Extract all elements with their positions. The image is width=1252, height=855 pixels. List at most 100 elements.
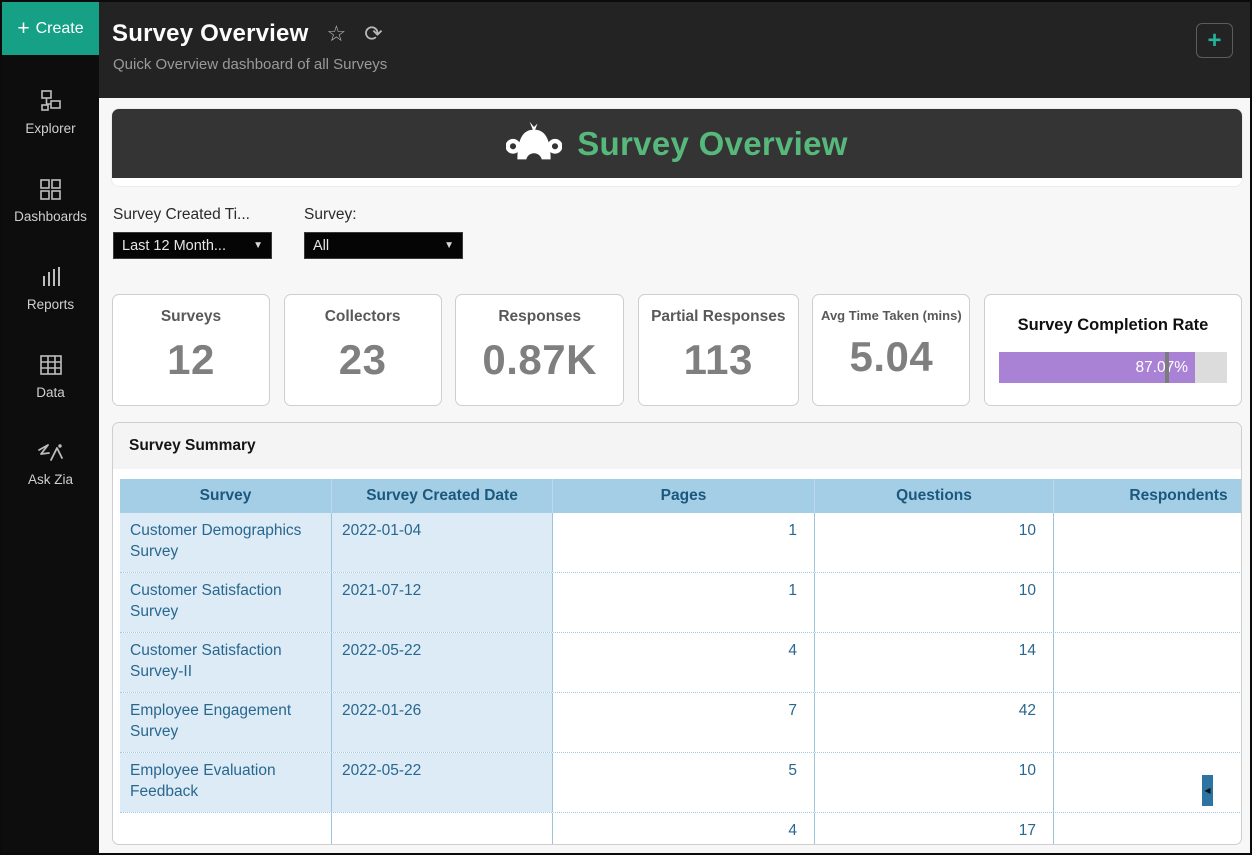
table-cell: 5: [553, 753, 815, 812]
table-cell: 1: [553, 573, 815, 632]
banner: Survey Overview: [112, 109, 1242, 178]
table-cell: [1054, 813, 1241, 844]
kpi-label: Collectors: [324, 308, 401, 325]
survey-name-cell[interactable]: Customer Satisfaction Survey-II: [120, 633, 332, 692]
survey-name-cell: [120, 813, 332, 844]
kpi-card-partial-responses: Partial Responses 113: [637, 294, 799, 406]
create-button-label: Create: [35, 19, 84, 37]
add-button[interactable]: +: [1196, 23, 1233, 58]
table-cell: 2022-01-26: [332, 693, 553, 752]
table-cell: [1054, 513, 1241, 572]
completion-rate-bar: 87.07%: [998, 352, 1227, 383]
kpi-label: Responses: [498, 308, 582, 325]
table-row: Employee Evaluation Feedback 2022-05-22 5 1…: [120, 753, 1241, 813]
table-cell: 14: [815, 633, 1054, 692]
filter-label: Survey Created Ti...: [113, 206, 250, 223]
kpi-value: 5.04: [849, 333, 934, 380]
table-row: Customer Satisfaction Survey 2021-07-12 1 1…: [120, 573, 1241, 633]
survey-summary-widget: Survey Summary Survey Survey Created Dat…: [112, 422, 1242, 845]
kpi-value: 12: [167, 336, 215, 383]
survey-name-cell[interactable]: Employee Engagement Survey: [120, 693, 332, 752]
survey-name-cell[interactable]: Employee Evaluation Feedback: [120, 753, 332, 812]
table-cell: 10: [815, 513, 1054, 572]
filter-survey: Survey: All ▼: [304, 206, 463, 259]
sidebar-item-label: Explorer: [25, 121, 76, 136]
table-row: Customer Demographics Survey 2022-01-04 1 1…: [120, 513, 1241, 573]
completion-rate-label: Survey Completion Rate: [1017, 316, 1209, 334]
table-row: Customer Satisfaction Survey-II 2022-05-2…: [120, 633, 1241, 693]
survey-name-cell[interactable]: Customer Demographics Survey: [120, 513, 332, 572]
completion-target-marker: [1165, 352, 1170, 383]
completion-rate-value: 87.07%: [1135, 358, 1189, 376]
column-header-pages[interactable]: Pages: [553, 479, 815, 513]
filter-label: Survey:: [304, 206, 357, 223]
banner-title: Survey Overview: [577, 124, 848, 162]
table-cell: 4: [553, 813, 815, 844]
sidebar: + Create Explorer Dashboards Reports: [2, 2, 99, 853]
kpi-value: 0.87K: [482, 336, 597, 383]
sidebar-item-label: Reports: [26, 297, 75, 312]
column-header-survey[interactable]: Survey: [120, 479, 332, 513]
column-header-questions[interactable]: Questions: [815, 479, 1054, 513]
survey-dropdown[interactable]: All ▼: [304, 232, 463, 259]
data-icon: [38, 352, 64, 378]
kpi-row: Surveys 12 Collectors 23 Responses 0.87K…: [112, 294, 1242, 406]
sidebar-item-ask-zia[interactable]: Ask Zia: [2, 427, 99, 501]
table-title-bar: Survey Summary: [113, 423, 1241, 469]
table-cell: 10: [815, 573, 1054, 632]
kpi-card-avg-time: Avg Time Taken (mins) 5.04: [812, 294, 971, 406]
kpi-label: Avg Time Taken (mins): [821, 308, 962, 323]
table-cell: 2022-05-22: [332, 753, 553, 812]
dropdown-value: All: [313, 237, 330, 254]
kpi-value: 113: [683, 336, 753, 383]
sidebar-item-dashboards[interactable]: Dashboards: [2, 163, 99, 237]
table-cell: 1: [553, 513, 815, 572]
dashboards-icon: [38, 176, 64, 202]
table-cell: 17: [815, 813, 1054, 844]
table-scroll-area: Survey Survey Created Date Pages Questio…: [120, 479, 1241, 844]
table-cell: 2022-01-04: [332, 513, 553, 572]
table-cell: 2022-05-22: [332, 633, 553, 692]
kpi-card-surveys: Surveys 12: [112, 294, 270, 406]
sidebar-item-explorer[interactable]: Explorer: [2, 75, 99, 149]
refresh-icon[interactable]: ⟳: [364, 21, 383, 46]
page-subtitle: Quick Overview dashboard of all Surveys: [113, 56, 388, 73]
kpi-label: Partial Responses: [651, 308, 786, 325]
column-header-respondents[interactable]: Respondents: [1054, 479, 1241, 513]
completion-bar-fill: 87.07%: [998, 352, 1196, 383]
survey-name-cell[interactable]: Customer Satisfaction Survey: [120, 573, 332, 632]
table-row: 4 17: [120, 813, 1241, 844]
table-cell: 10: [815, 753, 1054, 812]
table-cell: 2021-07-12: [332, 573, 553, 632]
plus-icon: +: [17, 17, 30, 40]
surveymonkey-logo: [505, 120, 563, 169]
table-cell: 7: [553, 693, 815, 752]
filter-created-time: Survey Created Ti... Last 12 Month... ▼: [113, 206, 272, 259]
sidebar-item-reports[interactable]: Reports: [2, 251, 99, 325]
table-body: Customer Demographics Survey 2022-01-04 1 1…: [120, 513, 1241, 844]
created-time-dropdown[interactable]: Last 12 Month... ▼: [113, 232, 272, 259]
dropdown-value: Last 12 Month...: [122, 237, 226, 254]
table-row: Employee Engagement Survey 2022-01-26 7 42: [120, 693, 1241, 753]
banner-widget: Survey Overview: [112, 109, 1242, 186]
top-header: Survey Overview ☆ ⟳ Quick Overview dashb…: [99, 2, 1250, 98]
dashboard-content: Survey Overview Survey Created Ti... Las…: [99, 98, 1250, 853]
table-cell: [1054, 693, 1241, 752]
page-title: Survey Overview: [112, 20, 309, 47]
column-header-created-date[interactable]: Survey Created Date: [332, 479, 553, 513]
chevron-down-icon: ▼: [444, 240, 454, 251]
star-icon[interactable]: ☆: [326, 21, 347, 46]
sidebar-item-label: Dashboards: [14, 209, 87, 224]
create-button[interactable]: + Create: [2, 2, 99, 55]
kpi-card-completion-rate: Survey Completion Rate 87.07%: [983, 294, 1242, 406]
table-cell: [332, 813, 553, 844]
filters-row: Survey Created Ti... Last 12 Month... ▼ …: [113, 206, 463, 259]
sidebar-item-data[interactable]: Data: [2, 339, 99, 413]
reports-icon: [38, 264, 64, 290]
table-scrollbar-thumb[interactable]: ◀: [1202, 775, 1213, 806]
kpi-card-responses: Responses 0.87K: [455, 294, 625, 406]
sidebar-item-label: Data: [36, 385, 65, 400]
kpi-card-collectors: Collectors 23: [283, 294, 442, 406]
table-title: Survey Summary: [129, 437, 256, 454]
